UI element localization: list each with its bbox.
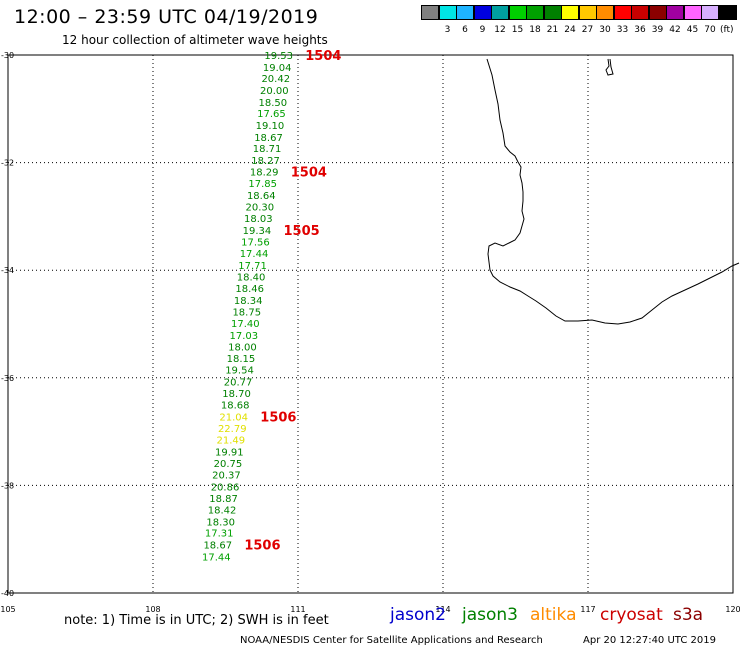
time-marker-label: 1506 — [260, 411, 296, 426]
wave-height-value: 22.79 — [218, 424, 247, 435]
lon-label: 105 — [0, 605, 15, 614]
wave-height-value: 20.37 — [212, 471, 241, 482]
lat-label: -32 — [1, 159, 14, 168]
wave-height-value: 18.34 — [234, 296, 263, 307]
wave-height-value: 17.71 — [238, 261, 267, 272]
lat-label: -38 — [1, 481, 14, 490]
lon-label: 120 — [725, 605, 740, 614]
color-scale-label: 3 — [444, 25, 451, 35]
wave-height-value: 17.56 — [241, 238, 270, 249]
wave-height-value: 19.10 — [256, 121, 285, 132]
wave-height-value: 19.53 — [264, 51, 293, 62]
satellite-name: altika — [530, 605, 577, 625]
lon-label: 111 — [290, 605, 305, 614]
time-marker-label: 1504 — [291, 166, 327, 181]
color-scale-label: 36 — [634, 25, 646, 35]
wave-height-value: 19.34 — [243, 226, 272, 237]
color-scale-label: 33 — [616, 25, 629, 35]
wave-height-observations: 19.5319.0420.4220.0018.5017.6519.1018.67… — [202, 51, 293, 563]
time-markers: 1504 1504 1505 1506 1506 — [244, 49, 341, 554]
wave-height-value: 21.04 — [219, 413, 248, 424]
time-marker-label: 1505 — [284, 224, 320, 239]
lat-label: -40 — [1, 589, 14, 598]
color-scale-label: 18 — [529, 25, 541, 35]
wave-height-value: 18.42 — [208, 506, 237, 517]
wave-height-value: 20.75 — [214, 459, 243, 470]
time-marker-label: 1506 — [244, 539, 280, 554]
satellite-name: jason3 — [462, 605, 518, 625]
color-scale-swatch — [718, 5, 737, 20]
wave-height-value: 20.42 — [261, 74, 290, 85]
wave-height-value: 18.27 — [251, 156, 280, 167]
color-scale-unit: (ft) — [720, 25, 734, 35]
lon-label: 114 — [435, 605, 450, 614]
coastline — [486, 58, 740, 325]
lat-label: -34 — [1, 266, 14, 275]
wave-height-value: 18.68 — [221, 401, 250, 412]
wave-height-value: 17.85 — [248, 179, 277, 190]
lon-label: 108 — [145, 605, 160, 614]
color-scale-label: 24 — [564, 25, 576, 35]
wave-height-value: 19.54 — [225, 366, 254, 377]
lat-label: -30 — [1, 51, 14, 60]
wave-height-value: 18.67 — [254, 133, 283, 144]
wave-height-value: 19.91 — [215, 448, 244, 459]
wave-height-value: 18.30 — [206, 517, 235, 528]
wave-height-value: 21.49 — [216, 436, 245, 447]
map-frame — [7, 54, 734, 594]
color-scale-label: 21 — [546, 25, 559, 35]
wave-height-value: 18.29 — [250, 168, 279, 179]
map-subtitle: 12 hour collection of altimeter wave hei… — [62, 33, 328, 47]
lat-lon-grid: 105 108 111 114 117 120 -30 -32 -34 -36 -38 -40 — [0, 51, 740, 614]
wave-height-value: 18.46 — [235, 284, 264, 295]
wave-height-value: 18.75 — [232, 308, 261, 319]
wave-height-value: 20.86 — [211, 482, 240, 493]
wave-height-value: 18.00 — [228, 343, 257, 354]
wave-height-value: 18.64 — [247, 191, 276, 202]
map-title: 12:00 – 23:59 UTC 04/19/2019 — [14, 6, 319, 28]
color-scale-label: 30 — [599, 25, 611, 35]
wave-height-value: 18.40 — [237, 273, 266, 284]
satellite-name: jason2 — [390, 605, 446, 625]
wave-height-value: 18.15 — [227, 354, 256, 365]
color-scale-label: 9 — [479, 25, 486, 35]
wave-height-value: 18.71 — [253, 144, 282, 155]
wave-height-value: 20.77 — [224, 378, 253, 389]
color-scale-label: 70 — [704, 25, 716, 35]
wave-height-value: 17.44 — [202, 552, 231, 563]
footer-note: note: 1) Time is in UTC; 2) SWH is in fe… — [64, 613, 329, 628]
wave-height-value: 20.00 — [260, 86, 289, 97]
wave-height-value: 17.44 — [240, 249, 269, 260]
color-scale-label: 27 — [581, 25, 594, 35]
wave-height-value: 18.03 — [244, 214, 273, 225]
wave-height-value: 18.70 — [222, 389, 251, 400]
lat-label: -36 — [1, 374, 14, 383]
wave-height-value: 17.40 — [231, 319, 260, 330]
color-scale-label: 45 — [686, 25, 699, 35]
color-scale-label: 39 — [651, 25, 664, 35]
island-outline — [605, 58, 614, 76]
wave-height-value: 20.30 — [245, 203, 274, 214]
color-scale-label: 42 — [669, 25, 681, 35]
wave-height-value: 18.67 — [203, 541, 232, 552]
satellite-name: s3a — [673, 605, 704, 625]
wave-height-value: 17.65 — [257, 109, 286, 120]
wave-height-value: 18.87 — [209, 494, 238, 505]
color-scale-label: 6 — [462, 25, 468, 35]
wave-height-value: 17.31 — [205, 529, 234, 540]
time-marker-label: 1504 — [305, 49, 341, 64]
satellite-name: cryosat — [600, 605, 663, 625]
color-scale-label: 12 — [494, 25, 506, 35]
wave-height-value: 19.04 — [263, 63, 292, 74]
lon-label: 117 — [580, 605, 595, 614]
footer-timestamp: Apr 20 12:27:40 UTC 2019 — [583, 635, 716, 646]
wave-height-value: 18.50 — [259, 98, 288, 109]
wave-height-value: 17.03 — [230, 331, 259, 342]
color-scale-label: 15 — [511, 25, 524, 35]
footer-credit: NOAA/NESDIS Center for Satellite Applica… — [240, 635, 543, 646]
